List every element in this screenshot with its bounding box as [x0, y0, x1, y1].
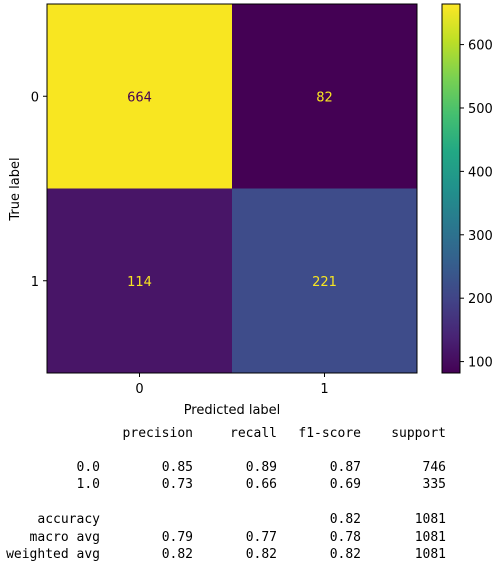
report-row-0-recall: 0.89 — [245, 460, 277, 475]
matrix-cell-0-1 — [232, 4, 417, 189]
colorbar-tick-label-0: 100 — [468, 356, 493, 371]
report-weighted-avg-recall: 0.82 — [245, 547, 277, 562]
report-header-support: support — [391, 426, 446, 441]
report-weighted-avg-f1: 0.82 — [329, 547, 361, 562]
report-accuracy-f1: 0.82 — [329, 512, 361, 527]
report-row-0-label: 0.0 — [76, 460, 100, 475]
y-axis-label: True label — [8, 157, 23, 221]
report-row-1-support: 335 — [422, 477, 446, 492]
cell-value-1-0: 114 — [127, 275, 152, 290]
matrix-cell-0-0 — [47, 4, 232, 189]
colorbar-tick-label-5: 600 — [468, 39, 493, 54]
matrix-cells — [47, 4, 417, 373]
report-macro-avg-precision: 0.79 — [161, 530, 193, 545]
classification-report: precision recall f1-score support 0.0 0.85 0.8… — [0, 420, 503, 568]
report-weighted-avg-support: 1081 — [414, 547, 446, 562]
report-macro-avg-recall: 0.77 — [245, 530, 277, 545]
axis-ticks: 0 1 0 1 — [31, 90, 329, 397]
report-row-1-precision: 0.73 — [161, 477, 193, 492]
matrix-cell-1-0 — [47, 188, 232, 373]
colorbar-ticks: 100 200 300 400 500 600 — [460, 39, 493, 371]
report-row-0-support: 746 — [422, 460, 446, 475]
x-axis-label: Predicted label — [184, 403, 281, 418]
y-tick-label-1: 1 — [31, 275, 39, 290]
x-tick-label-0: 0 — [135, 382, 143, 397]
y-tick-label-0: 0 — [31, 90, 39, 105]
report-macro-avg-f1: 0.78 — [329, 530, 361, 545]
report-weighted-avg-label: weighted avg — [6, 547, 100, 562]
x-tick-label-1: 1 — [320, 382, 328, 397]
cell-value-0-0: 664 — [127, 90, 152, 105]
colorbar-tick-label-4: 500 — [468, 102, 493, 117]
report-weighted-avg-precision: 0.82 — [161, 547, 193, 562]
report-row-0-precision: 0.85 — [161, 460, 193, 475]
report-row-0-f1: 0.87 — [329, 460, 361, 475]
report-header-recall: recall — [230, 426, 277, 441]
report-header-precision: precision — [122, 426, 193, 441]
confusion-matrix-figure: 664 82 114 221 0 1 0 1 Predicted label True la… — [8, 3, 493, 418]
report-row-1-label: 1.0 — [76, 477, 100, 492]
colorbar-tick-label-3: 400 — [468, 165, 493, 180]
report-macro-avg-support: 1081 — [414, 530, 446, 545]
report-accuracy-label: accuracy — [37, 512, 100, 527]
colorbar-tick-label-1: 200 — [468, 292, 493, 307]
report-macro-avg-label: macro avg — [29, 530, 100, 545]
report-row-1-f1: 0.69 — [329, 477, 361, 492]
report-row-1-recall: 0.66 — [245, 477, 277, 492]
matrix-cell-1-1 — [232, 188, 417, 373]
report-header-f1-score: f1-score — [298, 426, 361, 441]
colorbar — [441, 3, 461, 374]
cell-value-1-1: 221 — [312, 275, 337, 290]
cell-labels: 664 82 114 221 — [127, 90, 337, 290]
cell-value-0-1: 82 — [316, 90, 333, 105]
report-accuracy-support: 1081 — [414, 512, 446, 527]
colorbar-tick-label-2: 300 — [468, 229, 493, 244]
matrix-frame — [46, 3, 418, 374]
